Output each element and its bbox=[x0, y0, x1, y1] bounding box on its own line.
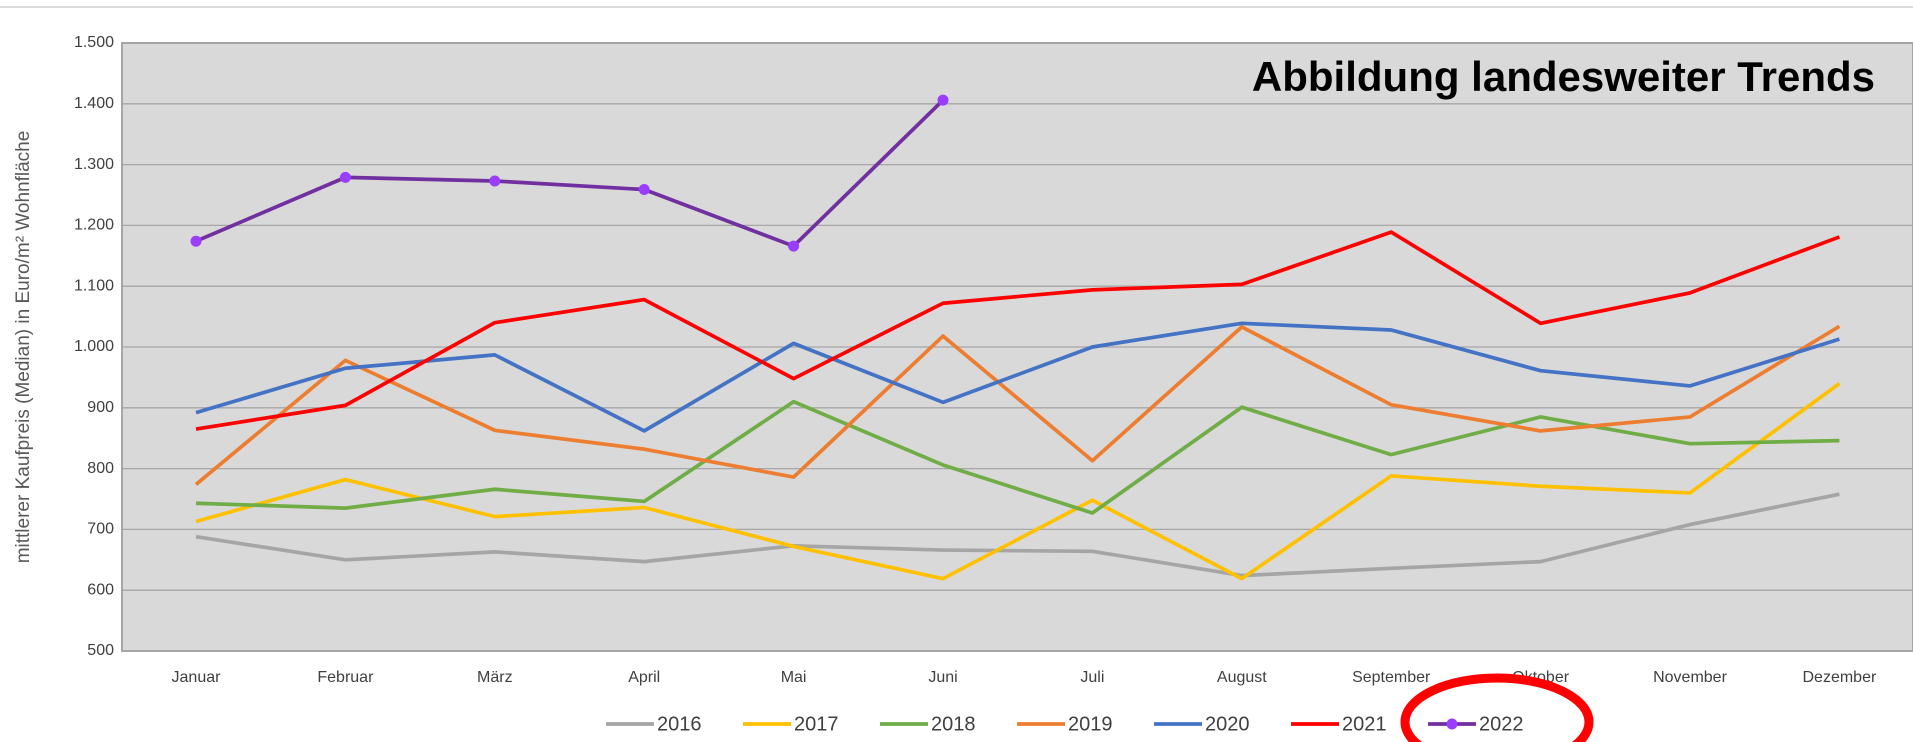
series-line bbox=[195, 230, 1841, 431]
x-tick-label: November bbox=[1653, 669, 1727, 686]
point bbox=[937, 94, 949, 106]
highlight-circle bbox=[1400, 673, 1594, 742]
series-line bbox=[194, 324, 1841, 486]
legend-label: 2020 bbox=[1205, 713, 1250, 735]
series-line bbox=[195, 492, 1840, 578]
legend-label: 2019 bbox=[1068, 713, 1113, 735]
y-tick-label: 800 bbox=[87, 460, 114, 477]
y-tick-label: 1.200 bbox=[74, 217, 114, 234]
legend-label: 2022 bbox=[1479, 713, 1524, 735]
series-line bbox=[195, 381, 1841, 581]
y-tick-label: 1.100 bbox=[74, 277, 114, 294]
x-tick-label: Dezember bbox=[1802, 669, 1876, 686]
y-tick-label: 600 bbox=[87, 581, 114, 598]
x-tick-label: Januar bbox=[172, 669, 222, 686]
point bbox=[638, 184, 650, 196]
legend-label: 2021 bbox=[1342, 713, 1387, 735]
y-tick-label: 700 bbox=[87, 521, 114, 538]
legend-marker bbox=[1446, 718, 1458, 730]
legend-label: 2017 bbox=[794, 713, 839, 735]
legend-label: 2018 bbox=[931, 713, 976, 735]
legend: 2016 2017 2018 2019 2020 2021 2022 bbox=[606, 713, 1524, 735]
point bbox=[489, 175, 501, 187]
series-line bbox=[195, 399, 1840, 515]
x-tick-label: Juni bbox=[928, 669, 957, 686]
x-tick-label: Mai bbox=[781, 669, 807, 686]
y-tick-label: 900 bbox=[87, 399, 114, 416]
x-tick-label: April bbox=[628, 669, 660, 686]
grid: 500 600 700 800 900 1.000 1.100 1.200 1.300 1.400… bbox=[74, 34, 1913, 686]
lines bbox=[190, 94, 1841, 581]
point bbox=[788, 240, 800, 252]
chart-title: Abbildung landesweiter Trends bbox=[1252, 53, 1875, 100]
y-tick-label: 1.400 bbox=[74, 95, 114, 112]
legend-label: 2016 bbox=[657, 713, 702, 735]
y-axis-label: mittlerer Kaufpreis (Median) in Euro/m² … bbox=[13, 131, 34, 564]
y-tick-label: 1.300 bbox=[74, 156, 114, 173]
x-tick-label: Juli bbox=[1080, 669, 1104, 686]
x-tick-label: Februar bbox=[317, 669, 374, 686]
series-line bbox=[195, 98, 945, 248]
x-tick-label: August bbox=[1217, 669, 1267, 686]
point bbox=[190, 235, 202, 247]
series-line bbox=[195, 321, 1840, 433]
x-tick-label: September bbox=[1352, 669, 1431, 686]
y-tick-label: 1.500 bbox=[74, 34, 114, 51]
y-tick-label: 500 bbox=[87, 642, 114, 659]
point bbox=[339, 171, 351, 183]
y-tick-label: 1.000 bbox=[74, 338, 114, 355]
x-tick-label: März bbox=[477, 669, 513, 686]
